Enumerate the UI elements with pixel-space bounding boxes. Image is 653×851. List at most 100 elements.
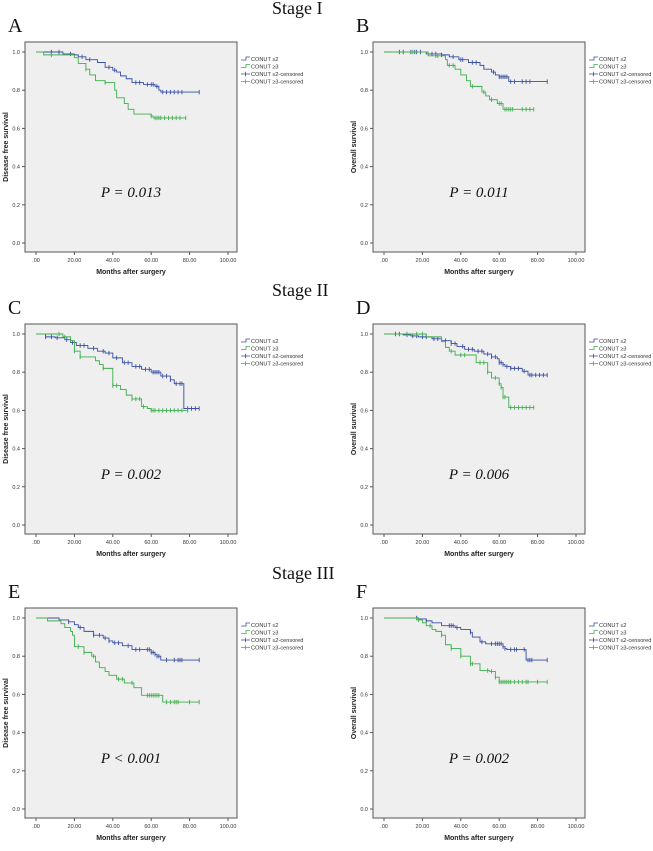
stage-title-1: Stage I: [272, 0, 323, 18]
x-tick-label: 40.00: [454, 540, 468, 546]
legend-entry: CONUT ≤2-censored: [251, 638, 303, 644]
x-tick-label: 80.00: [531, 824, 545, 830]
p-value-label: P = 0.011: [448, 185, 508, 201]
panel-a: A 0.0 0.2 0.4 0.6 0.8 1.0 .00 20.00 40.00 60.00 80.…: [0, 0, 330, 285]
y-tick-label: 0.8: [360, 88, 368, 94]
legend-censor-icon: [589, 361, 598, 366]
legend-entry: CONUT ≥3: [251, 65, 279, 71]
x-axis-label: Months after surgery: [96, 551, 166, 558]
survival-curve-conut-le2: [36, 51, 200, 93]
panel-letter: A: [8, 15, 23, 37]
x-axis-label: Months after surgery: [444, 835, 514, 842]
legend-entry: CONUT ≤2: [599, 57, 627, 63]
x-tick-label: .00: [380, 258, 388, 264]
legend-line-icon: [589, 64, 598, 68]
y-tick-label: 0.2: [360, 485, 368, 491]
legend-line-icon: [589, 56, 598, 61]
x-tick-label: 40.00: [106, 258, 120, 264]
y-tick-label: 1.0: [360, 616, 368, 622]
x-tick-label: 40.00: [454, 824, 468, 830]
legend-line-icon: [589, 346, 598, 350]
survival-curve-conut-ge3: [384, 333, 534, 408]
x-tick-label: 60.00: [492, 258, 506, 264]
legend-entry: CONUT ≤2: [599, 623, 627, 629]
y-tick-label: 0.8: [360, 370, 368, 376]
legend-entry: CONUT ≥3-censored: [251, 80, 303, 86]
x-tick-label: 20.00: [68, 540, 82, 546]
legend-entry: CONUT ≤2-censored: [599, 354, 651, 360]
plot-area: [24, 41, 238, 253]
x-tick-label: 100.00: [568, 540, 585, 546]
legend-line-icon: [589, 622, 598, 627]
survival-curve-conut-ge3: [384, 51, 534, 110]
y-tick-label: 0.2: [360, 203, 368, 209]
y-tick-label: 1.0: [12, 50, 20, 56]
x-tick-label: 40.00: [454, 258, 468, 264]
x-tick-label: 20.00: [416, 540, 430, 546]
x-tick-label: 60.00: [144, 824, 158, 830]
legend-censor-icon: [589, 79, 598, 84]
x-tick-label: .00: [32, 258, 40, 264]
x-tick-label: 60.00: [492, 540, 506, 546]
y-tick-label: 0.6: [12, 692, 20, 698]
legend-censor-icon: [241, 79, 250, 84]
legend-entry: CONUT ≤2-censored: [599, 72, 651, 78]
x-tick-label: .00: [380, 824, 388, 830]
legend-censor-icon: [241, 645, 250, 650]
plot-area: [24, 323, 238, 535]
panel-e: E 0.0 0.2 0.4 0.6 0.8 1.0 .00 20.00 40.00 60.00 80.…: [0, 566, 330, 851]
x-tick-label: 100.00: [568, 258, 585, 264]
legend-entry: CONUT ≥3-censored: [251, 646, 303, 652]
x-tick-label: .00: [32, 824, 40, 830]
x-tick-label: 20.00: [68, 258, 82, 264]
y-tick-label: 0.4: [360, 165, 368, 171]
y-tick-label: 1.0: [12, 616, 20, 622]
x-tick-label: 100.00: [568, 824, 585, 830]
km-chart: E 0.0 0.2 0.4 0.6 0.8 1.0 .00 20.00 40.00 60.00 80.…: [3, 581, 303, 842]
x-tick-label: 100.00: [220, 540, 237, 546]
x-axis-label: Months after surgery: [96, 269, 166, 276]
p-value-label: P = 0.002: [448, 751, 510, 767]
x-tick-label: 80.00: [183, 540, 197, 546]
y-tick-label: 0.8: [12, 654, 20, 660]
y-tick-label: 0.4: [12, 165, 20, 171]
legend-entry: CONUT ≤2: [251, 339, 279, 345]
y-axis-label: Overall survival: [351, 121, 358, 173]
y-tick-label: 0.0: [12, 241, 20, 247]
panel-letter: F: [356, 581, 367, 603]
y-tick-label: 0.6: [12, 408, 20, 414]
y-tick-label: 0.8: [12, 88, 20, 94]
y-tick-label: 0.0: [12, 807, 20, 813]
legend-line-icon: [241, 64, 250, 68]
panel-letter: E: [8, 581, 20, 603]
y-axis-label: Overall survival: [351, 403, 358, 455]
x-tick-label: 80.00: [531, 258, 545, 264]
legend-entry: CONUT ≥3-censored: [599, 646, 651, 652]
x-axis-label: Months after surgery: [444, 551, 514, 558]
y-tick-label: 0.2: [360, 769, 368, 775]
survival-curve-conut-ge3: [36, 51, 186, 119]
y-tick-label: 0.2: [12, 203, 20, 209]
survival-curve-conut-ge3: [384, 617, 548, 683]
km-chart: F 0.0 0.2 0.4 0.6 0.8 1.0 .00 20.00 40.00 60.00 80.…: [351, 581, 651, 842]
legend-entry: CONUT ≤2: [251, 623, 279, 629]
panel-c: C 0.0 0.2 0.4 0.6 0.8 1.0 .00 20.00 40.00 60.00 80.…: [0, 282, 330, 567]
survival-curve-conut-le2: [36, 333, 200, 409]
legend-censor-icon: [589, 353, 598, 359]
y-tick-label: 1.0: [12, 332, 20, 338]
x-tick-label: 20.00: [68, 824, 82, 830]
x-tick-label: 100.00: [220, 824, 237, 830]
y-tick-label: 0.4: [12, 447, 20, 453]
stage-title-2: Stage II: [272, 280, 329, 300]
panel-letter: C: [8, 297, 21, 319]
x-tick-label: 80.00: [531, 540, 545, 546]
y-tick-label: 0.4: [360, 731, 368, 737]
x-tick-label: .00: [32, 540, 40, 546]
plot-area: [372, 323, 586, 535]
legend-entry: CONUT ≥3-censored: [599, 362, 651, 368]
plot-area: [24, 607, 238, 819]
legend-entry: CONUT ≥3-censored: [599, 80, 651, 86]
legend-entry: CONUT ≥3: [251, 631, 279, 637]
x-tick-label: .00: [380, 540, 388, 546]
legend-entry: CONUT ≥3: [599, 631, 627, 637]
